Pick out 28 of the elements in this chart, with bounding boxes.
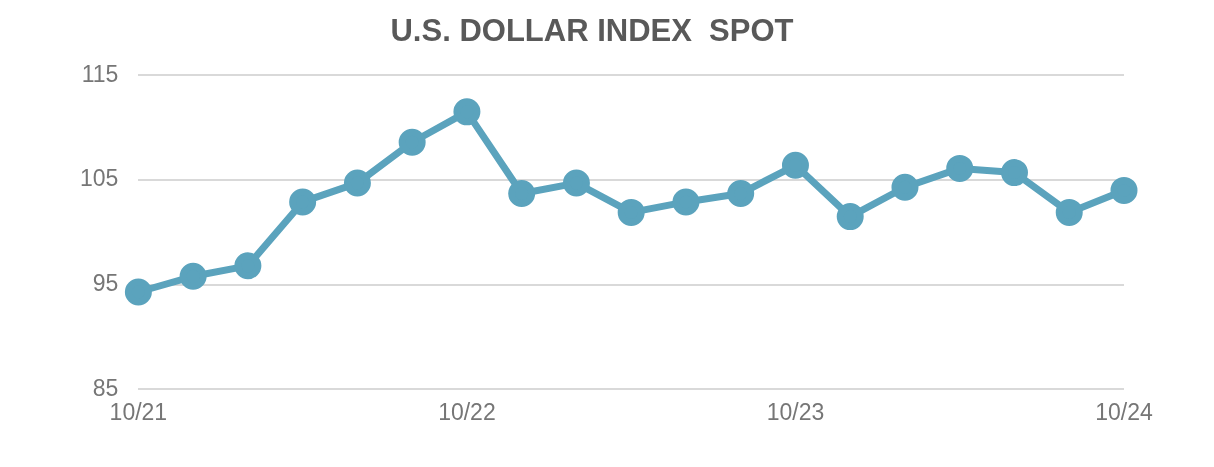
point [1110, 176, 1138, 204]
point [289, 188, 317, 216]
x-tick-label: 10/23 [766, 398, 825, 425]
y-tick-label: 85 [92, 374, 119, 401]
point [781, 151, 809, 179]
point [398, 128, 426, 156]
y-tick-label: 115 [81, 60, 119, 87]
x-tick-label: 10/22 [438, 398, 496, 425]
point [179, 262, 207, 290]
y-tick-label: 105 [80, 165, 119, 192]
point [234, 252, 262, 280]
point [672, 188, 700, 216]
x-tick-label: 10/24 [1095, 398, 1153, 425]
point [891, 173, 919, 201]
point [453, 98, 481, 126]
point [124, 278, 152, 306]
point [1055, 198, 1083, 226]
point [562, 169, 590, 197]
point [508, 180, 536, 208]
y-tick-label: 95 [92, 270, 119, 297]
point [946, 154, 974, 182]
point [617, 198, 645, 226]
point [727, 180, 755, 208]
point [343, 169, 371, 197]
point [1000, 159, 1028, 187]
x-tick-label: 10/21 [109, 398, 168, 425]
chart-title: U.S. DOLLAR INDEX SPOT [390, 13, 794, 49]
point [836, 203, 864, 231]
